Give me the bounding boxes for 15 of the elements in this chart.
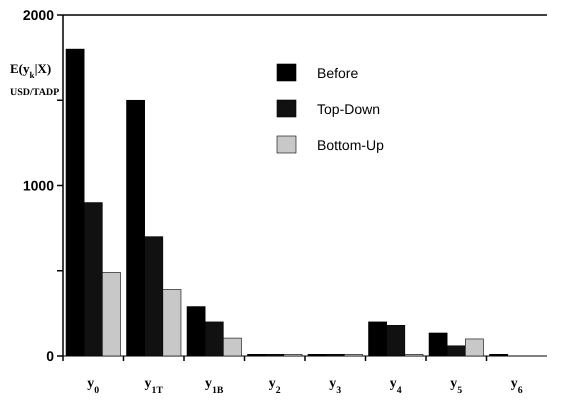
x-tick-label: y$_{0}$: [87, 376, 100, 396]
x-tick-label: y$_{3}$: [329, 376, 342, 396]
x-tick-label: y$_{1B}$: [205, 376, 224, 396]
x-tick-label: y$_{2}$: [268, 376, 281, 396]
legend-label: Before: [317, 64, 358, 81]
y-axis-title: E(y$_{k}$|X) USD/TADP: [10, 60, 60, 98]
legend-label: Top-Down: [317, 100, 380, 117]
y-tick-label: 2000: [22, 6, 54, 23]
x-tick-label: y$_{1T}$: [144, 376, 164, 396]
y-tick-label: 0: [46, 348, 54, 364]
y-tick-label: 1000: [22, 177, 54, 194]
x-tick-label: y$_{5}$: [450, 376, 462, 396]
x-tick-label: y$_{6}$: [510, 376, 523, 396]
x-tick-label: y$_{4}$: [390, 376, 402, 396]
legend-label: Bottom-Up: [317, 136, 384, 153]
